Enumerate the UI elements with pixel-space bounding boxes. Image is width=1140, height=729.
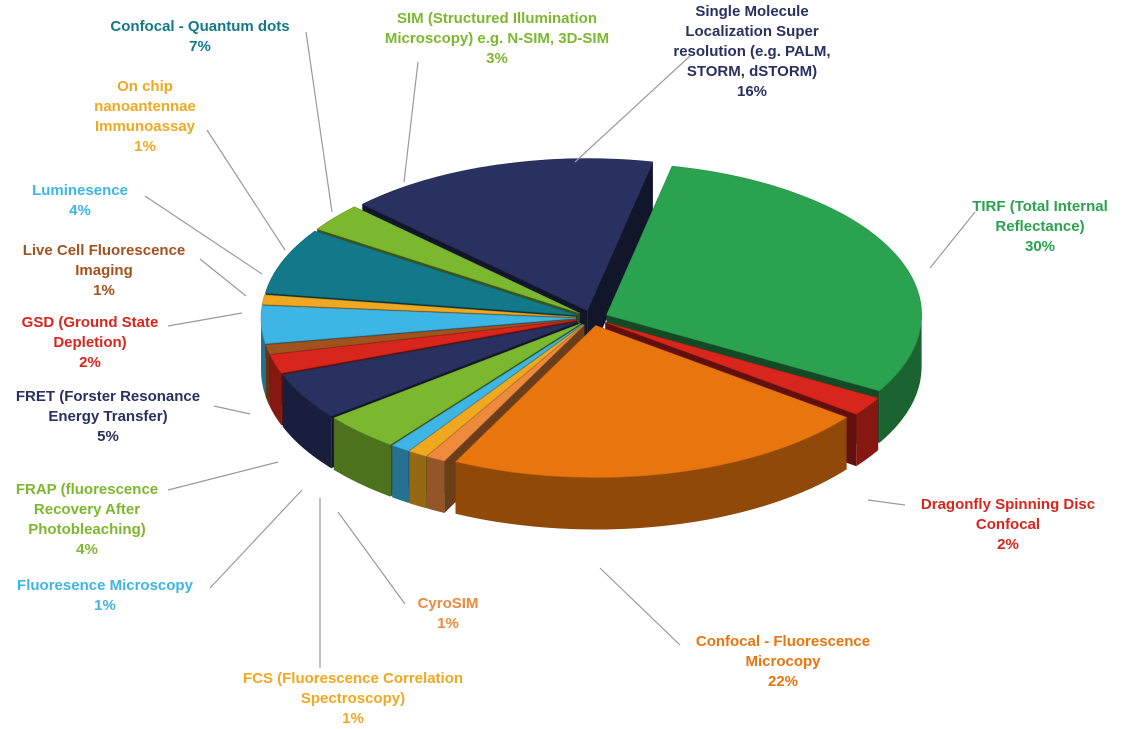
slice (261, 294, 577, 318)
leader-line (213, 405, 251, 415)
category-name: CyroSIM (417, 595, 479, 612)
leader-line (209, 489, 303, 589)
value-label: 1% (93, 282, 115, 299)
value-label: 1% (437, 615, 459, 632)
slice-label: CyroSIM 1% (398, 594, 498, 634)
value-label: 16% (736, 83, 768, 100)
value-label: 1% (94, 597, 116, 614)
slice (426, 324, 585, 462)
slice-label: FRET (Forster Resonance Energy Transfer)… (0, 387, 223, 447)
slice (260, 305, 577, 345)
slice-wall (587, 161, 653, 363)
category-name: Dragonfly Spinning Disc Confocal (920, 496, 1096, 533)
category-name: GSD (Ground State Depletion) (21, 314, 159, 351)
category-name: Luminesence (32, 182, 128, 199)
leader-line (599, 567, 681, 646)
leader-line (867, 499, 906, 506)
category-name: FRET (Forster Resonance Energy Transfer) (15, 388, 201, 425)
slice-label: Confocal - Quantum dots 7% (90, 17, 310, 57)
slice-side (265, 344, 270, 407)
value-label: 5% (97, 428, 119, 445)
value-label: 3% (486, 50, 508, 67)
value-label: 1% (134, 138, 156, 155)
slice-label: Live Cell Fluorescence Imaging 1% (4, 241, 204, 301)
slice (454, 325, 848, 478)
slice-side (333, 417, 391, 497)
slice-side (392, 445, 409, 503)
category-name: On chip nanoantennae Immunoassay (94, 78, 196, 135)
slice (391, 324, 583, 452)
value-label: 1% (342, 710, 364, 727)
slice-label: On chip nanoantennae Immunoassay 1% (85, 77, 205, 157)
slice-label: Single Molecule Localization Super resol… (652, 2, 852, 102)
slice (408, 324, 584, 457)
slice-label: TIRF (Total Internal Reflectance) 30% (960, 197, 1120, 257)
slice-side (409, 451, 427, 509)
slice (333, 323, 581, 445)
slice-label: Luminesence 4% (15, 181, 145, 221)
leader-line (144, 195, 263, 275)
category-name: Single Molecule Localization Super resol… (673, 3, 831, 80)
value-label: 4% (69, 202, 91, 219)
value-label: 22% (767, 673, 799, 690)
leader-line (403, 61, 419, 183)
category-name: SIM (Structured Illumination Microscopy)… (384, 10, 610, 47)
category-name: Confocal - Quantum dots (110, 18, 290, 35)
category-name: FRAP (fluorescence Recovery After Photob… (15, 481, 159, 538)
slice-side (260, 318, 266, 396)
value-label: 2% (997, 536, 1019, 553)
slice-label: FCS (Fluorescence Correlation Spectrosco… (233, 669, 473, 729)
slice-side (879, 314, 922, 443)
value-label: 4% (76, 541, 98, 558)
slice-label: FRAP (fluorescence Recovery After Photob… (0, 480, 177, 560)
slice (361, 158, 654, 312)
leader-line (199, 258, 247, 297)
value-label: 2% (79, 354, 101, 371)
slice-label: Confocal - Fluorescence Microcopy 22% (668, 632, 898, 692)
slice-label: Fluoresence Microscopy 1% (0, 576, 215, 616)
leader-line (206, 129, 286, 251)
category-name: Confocal - Fluorescence Microcopy (695, 633, 871, 670)
slice-side (426, 456, 445, 513)
slice-side (856, 398, 879, 467)
slice (316, 206, 580, 314)
slice (265, 230, 578, 316)
slice (606, 165, 922, 392)
slice (282, 321, 579, 417)
slice (269, 319, 577, 374)
slice-side (270, 354, 282, 426)
slice (605, 322, 879, 415)
leader-line (574, 55, 691, 163)
leader-line (167, 461, 279, 491)
value-label: 7% (189, 38, 211, 55)
leader-line (929, 211, 976, 269)
leader-line (167, 312, 243, 327)
leader-line (305, 31, 333, 213)
slice-label: SIM (Structured Illumination Microscopy)… (382, 9, 612, 69)
leader-line (337, 511, 406, 605)
value-label: 30% (1024, 238, 1056, 255)
slice-label: GSD (Ground State Depletion) 2% (5, 313, 175, 373)
slice (265, 319, 577, 355)
slice-side (455, 417, 847, 530)
category-name: TIRF (Total Internal Reflectance) (972, 198, 1108, 235)
slice-label: Dragonfly Spinning Disc Confocal 2% (898, 495, 1118, 555)
category-name: Fluoresence Microscopy (17, 577, 193, 594)
slice-side (282, 374, 332, 469)
category-name: FCS (Fluorescence Correlation Spectrosco… (242, 670, 464, 707)
category-name: Live Cell Fluorescence Imaging (22, 242, 186, 279)
